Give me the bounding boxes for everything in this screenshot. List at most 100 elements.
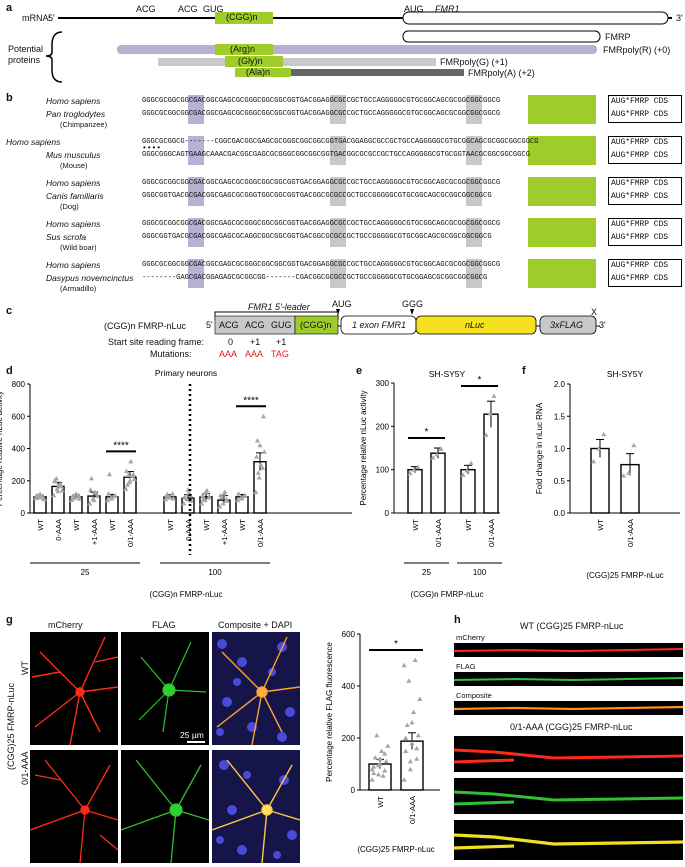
category-label: 0-AAA [54, 519, 63, 541]
acg-highlight-2 [330, 95, 346, 124]
category-label: 0/1-AAA [256, 519, 265, 547]
data-point [377, 756, 383, 761]
group-label: 100 [473, 568, 487, 577]
panel-d-label: d [6, 365, 13, 377]
data-point [222, 489, 228, 495]
exon-label: 1 exon FMR1 [352, 320, 407, 330]
x-axis-label: (CGG)25 FMRP-nLuc [357, 845, 434, 854]
category-label: +1-AAA [220, 519, 229, 545]
frame-1b: +1 [276, 337, 287, 347]
codon-acg-2: ACG [178, 4, 198, 14]
species-2-name: Mus musculus [46, 150, 101, 160]
data-point [438, 446, 444, 451]
y-tick-label: 200 [12, 477, 26, 486]
panel-e-label: e [356, 365, 363, 377]
panel-b-label: b [6, 92, 13, 104]
sequence-2: --------GAGCGACGGAGAGCGCGGCGG-------CGAC… [142, 274, 488, 282]
data-point [404, 722, 410, 727]
data-point [199, 500, 205, 506]
data-point [131, 476, 137, 482]
scale-bar [187, 741, 205, 743]
micro-wt-composite [212, 632, 300, 745]
data-point [491, 393, 497, 398]
sequence-1: GGGCGCGGCGGCGACGGCGAGCGCGGGCGGCGGCGGTGAC… [142, 261, 501, 269]
x-axis-label: (CGG)n FMRP-nLuc [411, 590, 484, 599]
sequence-2: GGGCGGTGACGCGACGGCGAGCGCAGGCGGCGGCGGTGAC… [142, 233, 492, 241]
data-point [372, 755, 378, 760]
sequence-1: GGGCGCGGCGGCGACGGCGAGCGCGGGCGGCGGCGGTGAC… [142, 97, 501, 105]
bar [590, 447, 610, 514]
category-label: +1-AAA [90, 519, 99, 545]
acg-highlight-1 [188, 259, 204, 288]
group-label: 25 [422, 568, 431, 577]
cgg-highlight [528, 95, 596, 124]
data-point [53, 475, 59, 481]
data-point [125, 472, 131, 478]
data-point [200, 496, 207, 502]
data-point [415, 732, 421, 738]
category-label: 0/1-AAA [434, 519, 443, 547]
data-point [218, 495, 225, 500]
data-point [403, 748, 409, 753]
h-wt-composite-label: Composite [456, 691, 492, 700]
micro-mut-mcherry [30, 750, 118, 863]
panel-a-diagram [45, 11, 672, 83]
ala-repeat-label: (Ala)n [246, 67, 271, 77]
group-label: 25 [81, 568, 90, 577]
mrna-5prime: 5' [48, 13, 55, 23]
cgg-highlight [528, 177, 596, 206]
h-mut-flag-strip [454, 778, 683, 814]
category-label: 0/1-AAA [408, 796, 417, 824]
y-tick-label: 600 [12, 412, 26, 421]
mrna-3prime: 3' [676, 13, 683, 23]
data-point [254, 437, 261, 443]
data-point [375, 771, 382, 777]
cgg-repeat-label: (CGG)n [226, 12, 258, 22]
data-point [401, 662, 407, 668]
data-point [181, 500, 187, 506]
species-common-name: (Mouse) [60, 161, 88, 170]
chart-title: SH-SY5Y [429, 369, 466, 379]
cds-label-2: AUG*FMRP CDS [611, 192, 669, 201]
y-tick-label: 400 [12, 445, 26, 454]
sequence-2: GGGCGCGGCGGCGACGGCGAGCGCGGGCGGCGGCGGTGAC… [142, 110, 501, 118]
data-point [109, 495, 115, 501]
y-tick-label: 600 [342, 630, 356, 639]
arg-repeat-label: (Arg)n [230, 44, 256, 54]
leader-label: FMR1 5'-leader [248, 302, 310, 312]
data-point [260, 413, 267, 419]
cds-box [608, 95, 682, 123]
species-1-name: Homo sapiens [46, 178, 101, 188]
micro-wt-flag [121, 632, 209, 745]
cds-label-2: AUG*FMRP CDS [611, 274, 669, 283]
mutations-label: Mutations: [150, 349, 192, 359]
data-point [410, 709, 417, 714]
frame-0: 0 [228, 337, 234, 347]
data-point [130, 471, 137, 477]
acg-highlight-1 [188, 218, 204, 247]
data-point [261, 449, 267, 454]
mutation-3: TAG [271, 349, 289, 359]
data-point [460, 472, 466, 477]
gtg-highlight [466, 218, 482, 247]
h-mut-title: 0/1-AAA (CGG)25 FMRP-nLuc [510, 722, 633, 732]
data-point [411, 467, 417, 472]
data-point [385, 743, 391, 748]
y-tick-label: 1.5 [554, 412, 566, 421]
category-label: 0/1-AAA [487, 519, 496, 547]
y-tick-label: 0 [385, 509, 390, 518]
y-tick-label: 300 [376, 379, 390, 388]
cds-label-2: AUG*FMRP CDS [611, 233, 669, 242]
data-point [409, 740, 415, 746]
chart-title: Primary neurons [155, 368, 217, 378]
data-point [415, 464, 421, 470]
panel-g-label: g [6, 614, 13, 626]
data-point [169, 491, 176, 496]
codon-gug: GUG [203, 4, 224, 14]
h-wt-composite-strip [454, 701, 683, 715]
data-point [417, 696, 423, 701]
category-label: WT [108, 519, 117, 531]
h-wt-mcherry-strip [454, 643, 683, 657]
micro-mut-composite [212, 750, 300, 863]
data-point [369, 766, 375, 772]
